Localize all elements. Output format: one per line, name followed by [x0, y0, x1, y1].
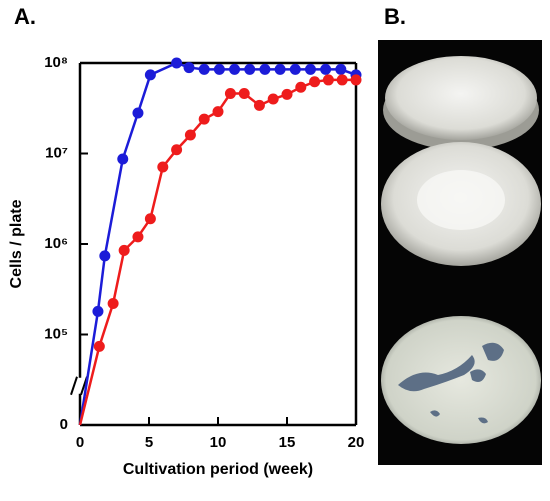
data-point: [157, 161, 169, 173]
data-point: [309, 76, 321, 88]
data-point: [213, 63, 225, 75]
y-tick-label: 10⁷: [45, 144, 68, 161]
x-axis-label: Cultivation period (week): [123, 461, 313, 478]
y-tick-label: 10⁶: [44, 235, 68, 252]
data-point: [229, 63, 241, 75]
data-point: [224, 88, 236, 100]
data-point: [322, 74, 334, 86]
y-tick-label: 10⁸: [44, 54, 68, 71]
data-point: [93, 340, 105, 352]
data-point: [144, 69, 156, 81]
panel-label: A.: [14, 4, 36, 29]
x-tick-label: 0: [76, 434, 84, 451]
data-point: [184, 129, 196, 141]
x-tick-label: 5: [145, 434, 153, 451]
x-tick-label: 20: [348, 434, 365, 451]
axis-break: [70, 376, 78, 396]
y-axis-label: Cells / plate: [8, 199, 25, 288]
data-point: [281, 88, 293, 100]
data-point: [335, 63, 347, 75]
photo-panel: [378, 40, 542, 465]
data-point: [132, 107, 144, 119]
data-point: [336, 74, 348, 86]
data-point: [244, 63, 256, 75]
data-point: [238, 88, 250, 100]
x-tick-label: 10: [210, 434, 227, 451]
data-point: [212, 106, 224, 118]
data-point: [259, 63, 271, 75]
data-point: [171, 144, 183, 156]
dish-colony-patch: [398, 355, 475, 392]
data-point: [144, 213, 156, 225]
data-point: [304, 63, 316, 75]
y-tick-label: 0: [60, 416, 68, 433]
dish-center: [417, 170, 505, 230]
data-point: [267, 93, 279, 105]
data-point: [198, 63, 210, 75]
data-point: [350, 74, 362, 86]
data-point: [289, 63, 301, 75]
data-point: [253, 99, 265, 111]
plot: 0 10⁵ 10⁶ 10⁷ 10⁸ 0 5 10 15 20 Cultivation period …: [8, 54, 364, 478]
data-point: [171, 57, 183, 69]
data-point: [274, 63, 286, 75]
dish-colony-patch: [430, 342, 504, 424]
data-point: [99, 250, 111, 262]
data-point: [183, 62, 195, 74]
data-point: [92, 305, 104, 317]
series-line: [78, 61, 357, 426]
x-tick-label: 15: [279, 434, 296, 451]
data-point: [320, 63, 332, 75]
data-point: [198, 113, 210, 125]
dish-colony: [385, 56, 537, 140]
y-tick-label: 10⁵: [44, 325, 68, 342]
data-point: [107, 298, 119, 310]
data-point: [118, 244, 130, 256]
data-point: [132, 231, 144, 243]
panel-label: B.: [384, 4, 406, 29]
data-point: [117, 153, 129, 165]
data-point: [295, 81, 307, 93]
